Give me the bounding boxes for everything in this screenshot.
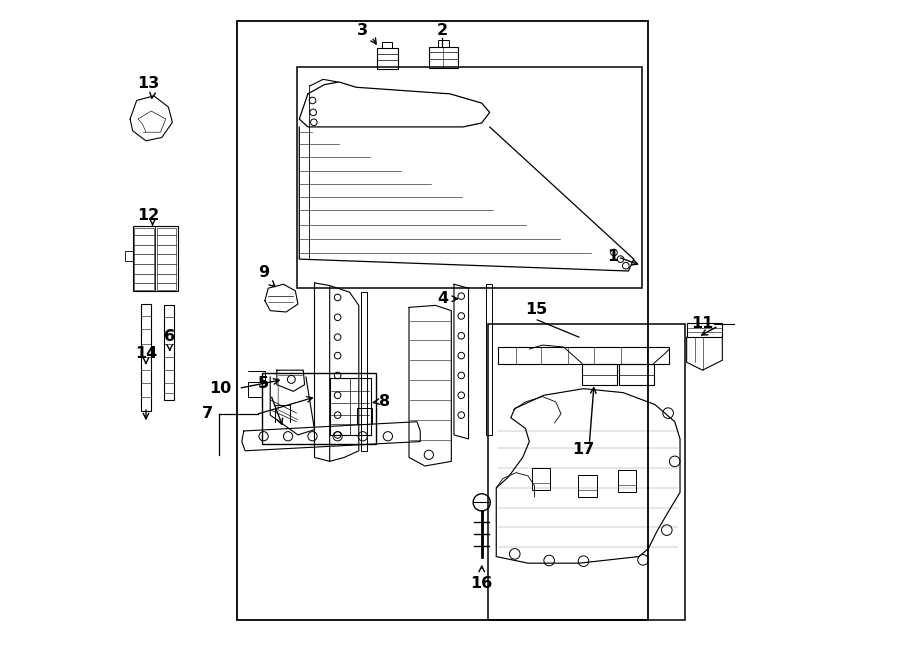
Text: 2: 2 bbox=[436, 23, 447, 38]
Bar bbox=[132, 226, 177, 291]
Text: 6: 6 bbox=[164, 329, 176, 344]
Text: 16: 16 bbox=[471, 576, 493, 592]
Text: 11: 11 bbox=[691, 317, 713, 331]
Text: 7: 7 bbox=[202, 407, 213, 421]
Text: 12: 12 bbox=[138, 208, 159, 223]
Text: 3: 3 bbox=[357, 23, 368, 38]
Text: 13: 13 bbox=[138, 76, 159, 91]
Text: 4: 4 bbox=[437, 292, 449, 306]
Bar bbox=[486, 284, 491, 435]
Text: 14: 14 bbox=[135, 346, 158, 361]
Bar bbox=[489, 324, 685, 620]
Bar bbox=[134, 228, 154, 290]
Text: 17: 17 bbox=[572, 442, 595, 457]
Bar bbox=[687, 323, 723, 337]
Bar bbox=[262, 373, 376, 444]
Bar bbox=[578, 475, 597, 497]
Bar bbox=[238, 21, 648, 620]
Bar bbox=[165, 305, 174, 400]
Text: 9: 9 bbox=[258, 265, 269, 280]
Bar bbox=[297, 67, 642, 288]
Bar bbox=[362, 292, 366, 451]
Bar bbox=[618, 470, 636, 492]
Text: 15: 15 bbox=[525, 302, 547, 317]
Bar bbox=[428, 47, 458, 68]
Bar bbox=[582, 364, 617, 385]
Bar bbox=[618, 364, 653, 385]
Text: 5: 5 bbox=[258, 376, 269, 391]
Bar bbox=[498, 347, 670, 364]
Text: 10: 10 bbox=[210, 381, 232, 396]
Text: 8: 8 bbox=[379, 395, 390, 409]
Bar bbox=[376, 48, 398, 69]
Bar bbox=[157, 228, 176, 290]
Bar bbox=[140, 304, 151, 411]
Bar bbox=[532, 468, 551, 490]
Bar bbox=[329, 378, 371, 435]
Text: 1: 1 bbox=[608, 249, 618, 264]
